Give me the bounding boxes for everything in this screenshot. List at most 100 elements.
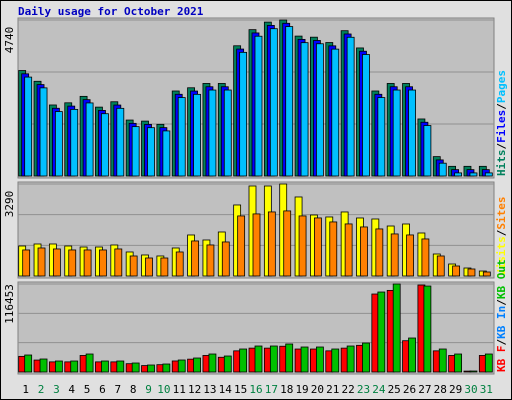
- bar: [162, 130, 171, 177]
- bar: [208, 353, 217, 373]
- bar: [131, 362, 140, 373]
- x-tick-label: 27: [418, 383, 431, 396]
- bar: [344, 223, 353, 277]
- bar: [298, 215, 307, 277]
- y-tick-label: 116453: [3, 284, 16, 324]
- legend: Hits/Files/Pages: [495, 70, 508, 176]
- x-tick-label: 31: [480, 383, 493, 396]
- legend-entry: Sites: [495, 197, 508, 230]
- bar: [252, 213, 261, 277]
- bar: [438, 162, 447, 177]
- bar: [360, 226, 368, 277]
- x-tick-label: 16: [249, 383, 262, 396]
- bar: [39, 87, 48, 177]
- bar: [145, 257, 153, 277]
- bar: [362, 54, 370, 177]
- bar: [131, 126, 140, 177]
- bar: [254, 35, 263, 177]
- bar: [423, 125, 432, 177]
- bar: [267, 211, 276, 277]
- bar: [239, 348, 248, 373]
- bar: [24, 354, 33, 373]
- bar: [85, 102, 94, 177]
- bar: [99, 249, 107, 277]
- x-tick-label: 11: [173, 383, 186, 396]
- bar: [377, 97, 386, 177]
- bar: [160, 257, 169, 277]
- bar: [70, 108, 79, 177]
- legend-entry: KB In: [495, 306, 508, 339]
- bar: [469, 172, 478, 177]
- bar: [467, 268, 476, 277]
- legend-separator: /: [495, 229, 508, 236]
- x-tick-label: 28: [434, 383, 447, 396]
- legend-separator: /: [495, 143, 508, 150]
- bar: [83, 249, 92, 277]
- bar: [436, 255, 445, 277]
- x-tick-label: 25: [388, 383, 401, 396]
- bar: [316, 346, 324, 373]
- x-tick-label: 14: [219, 383, 233, 396]
- bar: [162, 363, 171, 373]
- bar: [316, 43, 324, 177]
- bar: [331, 348, 340, 373]
- bar: [70, 360, 79, 373]
- x-tick-label: 29: [449, 383, 462, 396]
- bar: [484, 353, 493, 373]
- x-tick-label: 8: [130, 383, 137, 396]
- bar: [193, 357, 201, 373]
- legend: Visits/Sites: [495, 197, 508, 277]
- x-tick-label: 15: [234, 383, 247, 396]
- legend-entry: Pages: [495, 70, 508, 103]
- x-tick-label: 20: [311, 383, 324, 396]
- bar: [392, 283, 401, 373]
- legend-separator: /: [495, 103, 508, 110]
- x-tick-label: 19: [295, 383, 308, 396]
- bar: [454, 172, 463, 177]
- x-tick-label: 3: [53, 383, 60, 396]
- bar: [346, 345, 355, 373]
- bar: [39, 358, 48, 373]
- y-tick-label: 3290: [3, 191, 16, 218]
- bar: [392, 89, 401, 177]
- x-tick-label: 18: [280, 383, 293, 396]
- bar: [408, 337, 416, 373]
- bar: [193, 93, 201, 177]
- bar: [329, 221, 338, 277]
- legend-entry: Visits: [495, 236, 508, 276]
- bar: [390, 233, 399, 277]
- bar: [223, 89, 232, 177]
- bar: [175, 251, 184, 277]
- legend-entry: KB F: [495, 346, 508, 373]
- bar: [454, 353, 463, 373]
- legend-separator: /: [495, 339, 508, 346]
- x-tick-label: 30: [464, 383, 477, 396]
- bar: [346, 36, 355, 177]
- x-tick-label: 6: [99, 383, 106, 396]
- bar: [24, 76, 33, 177]
- x-tick-label: 13: [203, 383, 216, 396]
- x-tick-label: 1: [22, 383, 29, 396]
- x-tick-label: 23: [357, 383, 370, 396]
- x-tick-label: 12: [188, 383, 201, 396]
- x-tick-label: 5: [84, 383, 91, 396]
- bar: [283, 210, 292, 277]
- bar: [408, 89, 416, 177]
- x-tick-label: 22: [342, 383, 355, 396]
- bar: [406, 234, 414, 277]
- bar: [116, 107, 125, 177]
- bar: [484, 172, 493, 177]
- bar: [269, 345, 278, 373]
- x-tick-label: 7: [114, 383, 121, 396]
- bar: [68, 249, 77, 277]
- bar: [452, 265, 461, 277]
- bar: [101, 360, 109, 373]
- bar: [191, 240, 199, 277]
- bar: [22, 249, 31, 277]
- bar: [223, 355, 232, 373]
- x-tick-label: 17: [265, 383, 278, 396]
- x-tick-label: 24: [372, 383, 386, 396]
- bar: [300, 42, 309, 177]
- legend-entry: KB Out: [495, 259, 508, 299]
